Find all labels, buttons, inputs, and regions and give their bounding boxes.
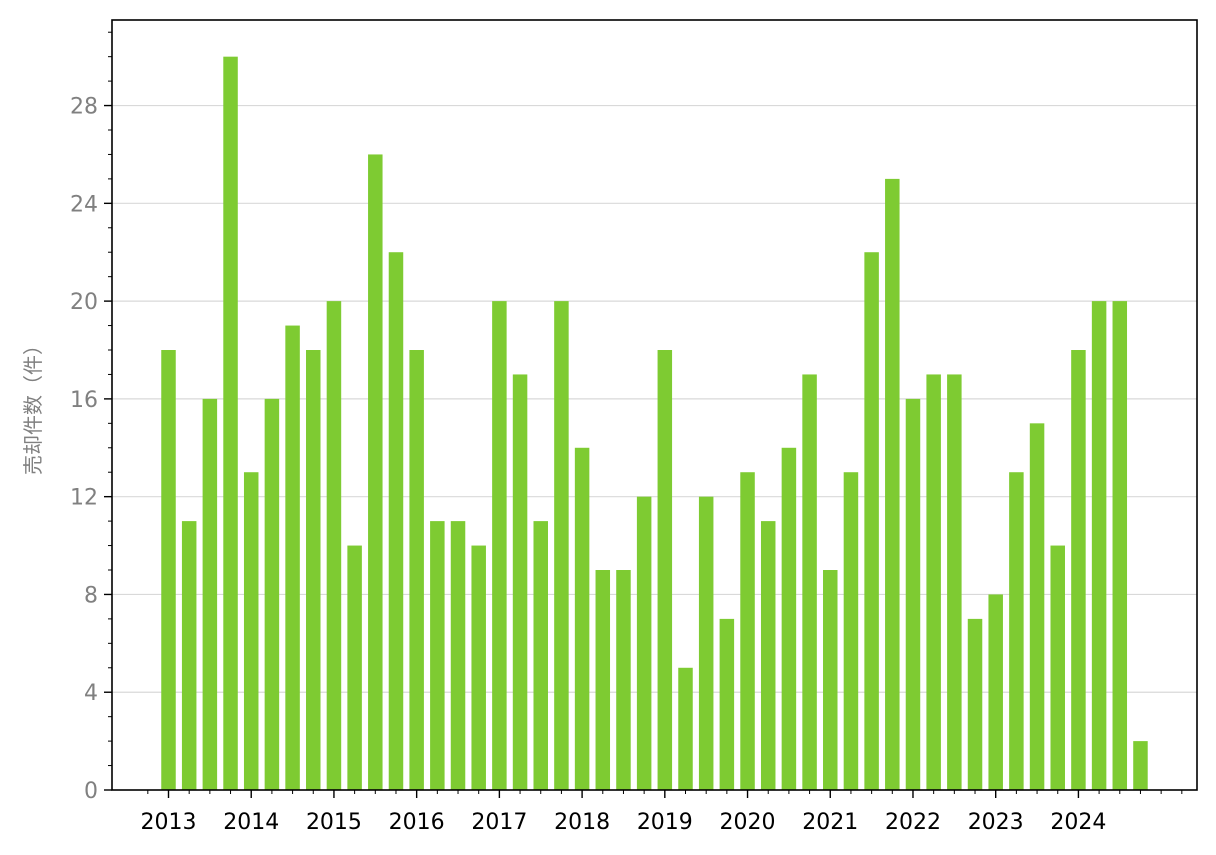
y-tick-label: 20 [70, 290, 98, 315]
bar-2018-Q1 [574, 447, 590, 790]
bar-2023-Q3 [1029, 423, 1045, 790]
bar-2023-Q1 [988, 594, 1003, 790]
bar-2015-Q2 [347, 545, 362, 790]
x-tick-label: 2013 [141, 810, 197, 835]
bar-2021-Q4 [885, 178, 900, 790]
bar-2013-Q3 [202, 398, 218, 790]
x-tick-label: 2020 [720, 810, 776, 835]
bar-2020-Q3 [781, 447, 797, 790]
bar-2017-Q3 [533, 521, 548, 790]
y-tick-label: 28 [70, 95, 98, 120]
bar-2018-Q2 [595, 570, 611, 790]
x-tick-label: 2018 [554, 810, 610, 835]
x-tick-label: 2015 [306, 810, 362, 835]
plot-frame [111, 19, 1198, 791]
bar-2019-Q1 [657, 350, 673, 790]
bar-2019-Q3 [698, 496, 714, 790]
bar-2020-Q4 [802, 374, 817, 790]
bar-2019-Q2 [678, 667, 693, 790]
x-axis: 2013 2014 2015 2016 2017 2018 2019 2020 2021 2022… [141, 790, 1183, 835]
bar-2013-Q1 [161, 350, 176, 790]
bar-2024-Q2 [1091, 301, 1107, 790]
x-tick-label: 2024 [1050, 810, 1106, 835]
bar-2013-Q4 [223, 56, 238, 790]
bar-2017-Q1 [492, 301, 507, 790]
y-tick-label: 8 [84, 583, 98, 608]
bar-2022-Q2 [926, 374, 941, 790]
bars [161, 56, 1148, 790]
bar-2016-Q3 [450, 521, 466, 790]
bar-2021-Q3 [864, 252, 879, 790]
bar-2018-Q4 [636, 496, 652, 790]
y-axis: 0 4 8 12 16 20 24 28 [70, 31, 112, 804]
bar-2014-Q1 [243, 472, 259, 790]
bar-2021-Q2 [843, 472, 859, 790]
bar-2014-Q4 [306, 350, 321, 790]
y-axis-title: 売却件数（件） [21, 335, 45, 475]
bar-2023-Q2 [1009, 472, 1024, 790]
bar-2022-Q4 [967, 618, 983, 790]
bar-2021-Q1 [823, 570, 838, 790]
bar-2017-Q4 [554, 301, 569, 790]
bar-2020-Q2 [760, 521, 776, 790]
bar-2018-Q3 [616, 570, 631, 790]
bar-2015-Q4 [388, 252, 404, 790]
bar-2024-Q1 [1071, 350, 1086, 790]
bar-2023-Q4 [1050, 545, 1065, 790]
bar-2016-Q1 [409, 350, 424, 790]
y-tick-label: 12 [70, 486, 98, 511]
x-tick-label: 2016 [389, 810, 445, 835]
bar-2015-Q1 [326, 301, 342, 790]
x-tick-label: 2022 [885, 810, 941, 835]
bar-2014-Q3 [285, 325, 300, 790]
x-tick-label: 2021 [802, 810, 858, 835]
bar-2015-Q3 [368, 154, 383, 790]
bar-2014-Q2 [264, 398, 280, 790]
bar-2022-Q3 [947, 374, 962, 790]
bar-2024-Q3 [1112, 301, 1128, 790]
bar-2020-Q1 [740, 472, 755, 790]
y-tick-label: 4 [84, 681, 98, 706]
y-tick-label: 24 [70, 192, 98, 217]
bar-2019-Q4 [719, 618, 735, 790]
y-tick-label: 0 [84, 779, 98, 804]
bar-2016-Q2 [430, 521, 445, 790]
x-tick-label: 2017 [471, 810, 527, 835]
bar-2017-Q2 [512, 374, 528, 790]
bar-2024-Q4 [1133, 741, 1148, 790]
x-tick-label: 2023 [968, 810, 1024, 835]
x-tick-label: 2019 [637, 810, 693, 835]
x-tick-label: 2014 [223, 810, 279, 835]
bar-2016-Q4 [471, 545, 486, 790]
bar-2022-Q1 [905, 398, 921, 790]
bar-2013-Q2 [181, 521, 197, 790]
y-tick-label: 16 [70, 388, 98, 413]
